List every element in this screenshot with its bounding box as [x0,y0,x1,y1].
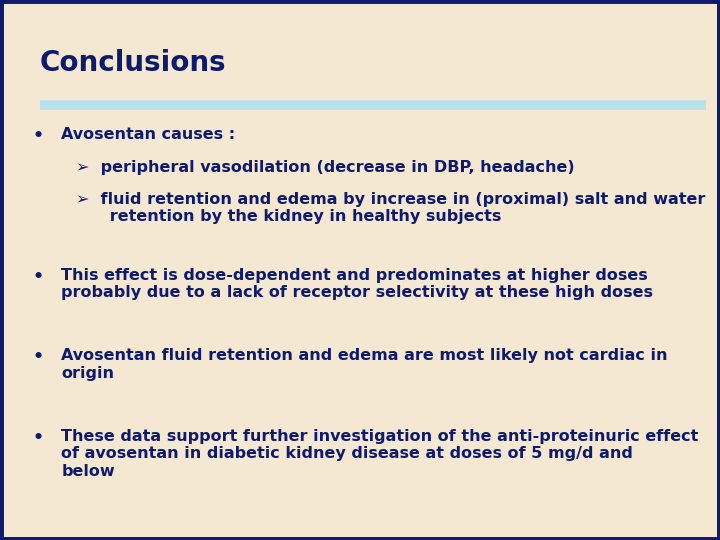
Text: Conclusions: Conclusions [40,49,226,77]
Text: ➢  peripheral vasodilation (decrease in DBP, headache): ➢ peripheral vasodilation (decrease in D… [76,160,575,176]
Text: •: • [32,429,43,447]
Text: Avosentan fluid retention and edema are most likely not cardiac in
origin: Avosentan fluid retention and edema are … [61,348,667,381]
Text: These data support further investigation of the anti-proteinuric effect
of avose: These data support further investigation… [61,429,698,478]
Text: •: • [32,268,43,286]
Text: This effect is dose-dependent and predominates at higher doses
probably due to a: This effect is dose-dependent and predom… [61,268,653,300]
Text: •: • [32,348,43,366]
Text: ➢  fluid retention and edema by increase in (proximal) salt and water
      rete: ➢ fluid retention and edema by increase … [76,192,705,224]
Text: Avosentan causes :: Avosentan causes : [61,127,235,142]
Text: •: • [32,127,43,145]
